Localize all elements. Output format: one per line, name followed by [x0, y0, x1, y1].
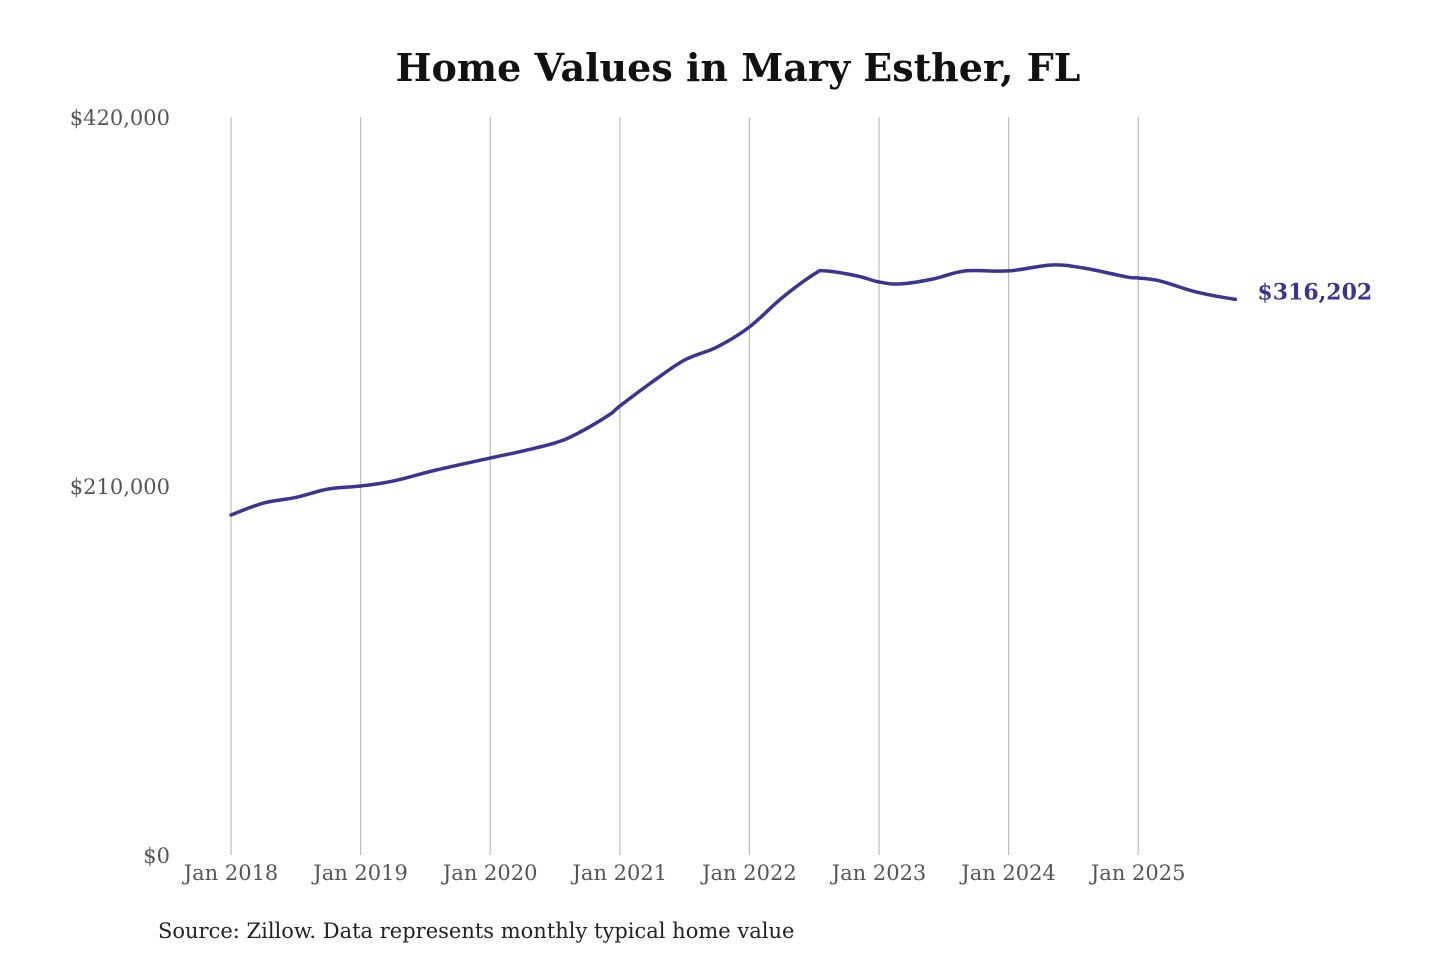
end-value-label: $316,202 [1257, 279, 1372, 305]
y-tick-label: $0 [143, 844, 170, 868]
x-tick-label: Jan 2021 [571, 861, 668, 885]
y-tick-label: $210,000 [70, 475, 170, 499]
source-note: Source: Zillow. Data represents monthly … [158, 919, 794, 943]
x-tick-label: Jan 2022 [700, 861, 797, 885]
y-tick-label: $420,000 [70, 106, 170, 130]
x-tick-label: Jan 2023 [830, 861, 927, 885]
x-tick-label: Jan 2019 [311, 861, 408, 885]
x-tick-label: Jan 2024 [959, 861, 1056, 885]
chart-title: Home Values in Mary Esther, FL [396, 45, 1081, 90]
x-tick-label: Jan 2018 [182, 861, 279, 885]
home-value-line [229, 263, 1238, 517]
x-tick-label: Jan 2025 [1089, 861, 1186, 885]
x-tick-label: Jan 2020 [441, 861, 538, 885]
